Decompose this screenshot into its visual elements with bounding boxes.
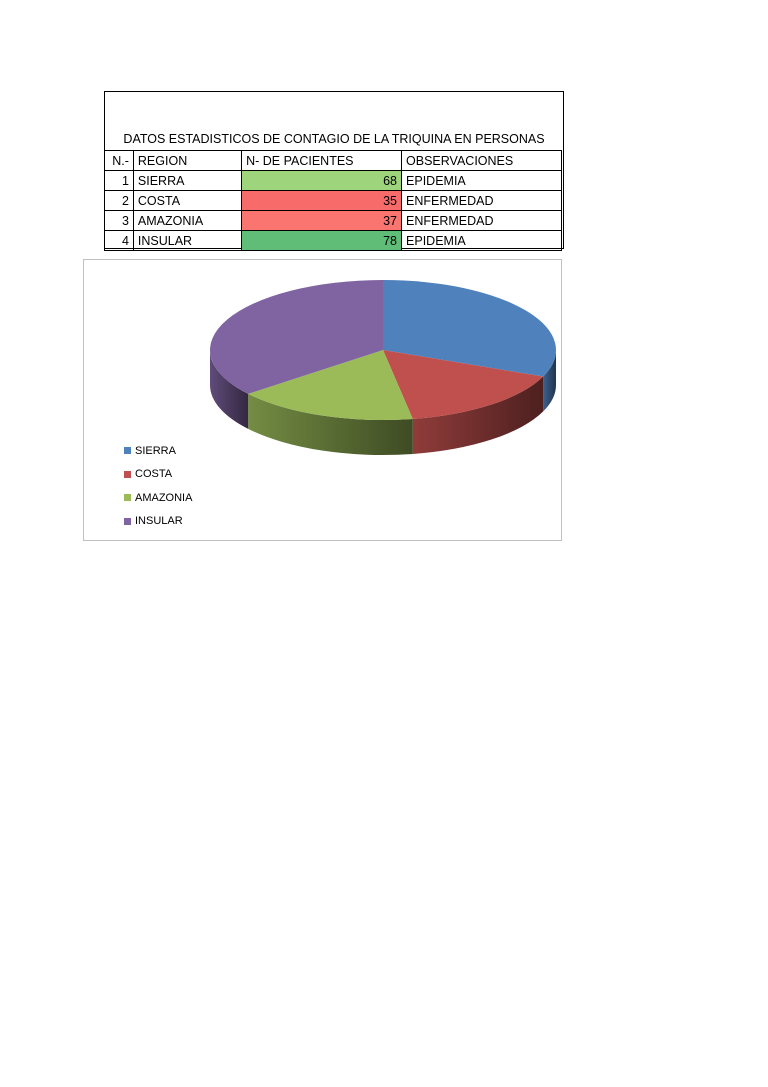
row-region: AMAZONIA [132, 210, 243, 231]
pie-slice-sierra [383, 280, 556, 377]
row-patients: 35 [241, 190, 403, 211]
legend-label: COSTA [135, 468, 173, 481]
row-region: SIERRA [132, 170, 243, 191]
row-observation: ENFERMEDAD [401, 210, 562, 231]
header-patients: N- DE PACIENTES [241, 150, 403, 171]
row-number: 4 [104, 230, 134, 251]
row-region: COSTA [132, 190, 243, 211]
table-row: 2 COSTA 35 ENFERMEDAD [104, 190, 562, 211]
statistics-table: N.- REGION N- DE PACIENTES OBSERVACIONES… [104, 150, 562, 251]
pie-chart: SIERRA COSTA AMAZONIA INSULAR [83, 259, 562, 541]
pie-chart-canvas [210, 280, 556, 455]
legend-item: AMAZONIA [124, 486, 192, 510]
table-row: 4 INSULAR 78 EPIDEMIA [104, 230, 562, 251]
pie-side-costa [412, 376, 544, 454]
pie-slice-costa [383, 350, 544, 419]
pie-slice-insular [210, 280, 383, 394]
header-number: N.- [104, 150, 134, 171]
legend-label: INSULAR [135, 515, 183, 528]
table-row: 3 AMAZONIA 37 ENFERMEDAD [104, 210, 562, 231]
header-region: REGION [132, 150, 243, 171]
chart-legend: SIERRA COSTA AMAZONIA INSULAR [124, 439, 192, 533]
table-title: DATOS ESTADISTICOS DE CONTAGIO DE LA TRI… [123, 132, 545, 146]
row-patients: 68 [241, 170, 403, 191]
legend-swatch [124, 470, 131, 478]
pie-side-insular [210, 350, 249, 429]
pie-side-amazonia [248, 393, 413, 455]
legend-item: SIERRA [124, 439, 192, 463]
row-region: INSULAR [132, 230, 243, 251]
legend-swatch [124, 517, 131, 525]
row-patients: 37 [241, 210, 403, 231]
row-observation: EPIDEMIA [401, 170, 562, 191]
row-number: 1 [104, 170, 134, 191]
header-observations: OBSERVACIONES [401, 150, 562, 171]
pie-side-sierra [543, 350, 556, 412]
legend-item: COSTA [124, 463, 192, 487]
table-row: 1 SIERRA 68 EPIDEMIA [104, 170, 562, 191]
legend-swatch [124, 447, 131, 455]
pie-slice-amazonia [248, 350, 413, 420]
table-header-row: N.- REGION N- DE PACIENTES OBSERVACIONES [104, 150, 562, 171]
legend-label: SIERRA [135, 444, 176, 457]
row-observation: ENFERMEDAD [401, 190, 562, 211]
row-number: 2 [104, 190, 134, 211]
legend-swatch [124, 494, 131, 502]
row-patients: 78 [241, 230, 403, 251]
row-observation: EPIDEMIA [401, 230, 562, 251]
row-number: 3 [104, 210, 134, 231]
legend-item: INSULAR [124, 510, 192, 534]
legend-label: AMAZONIA [135, 491, 193, 504]
data-table: DATOS ESTADISTICOS DE CONTAGIO DE LA TRI… [104, 91, 564, 251]
